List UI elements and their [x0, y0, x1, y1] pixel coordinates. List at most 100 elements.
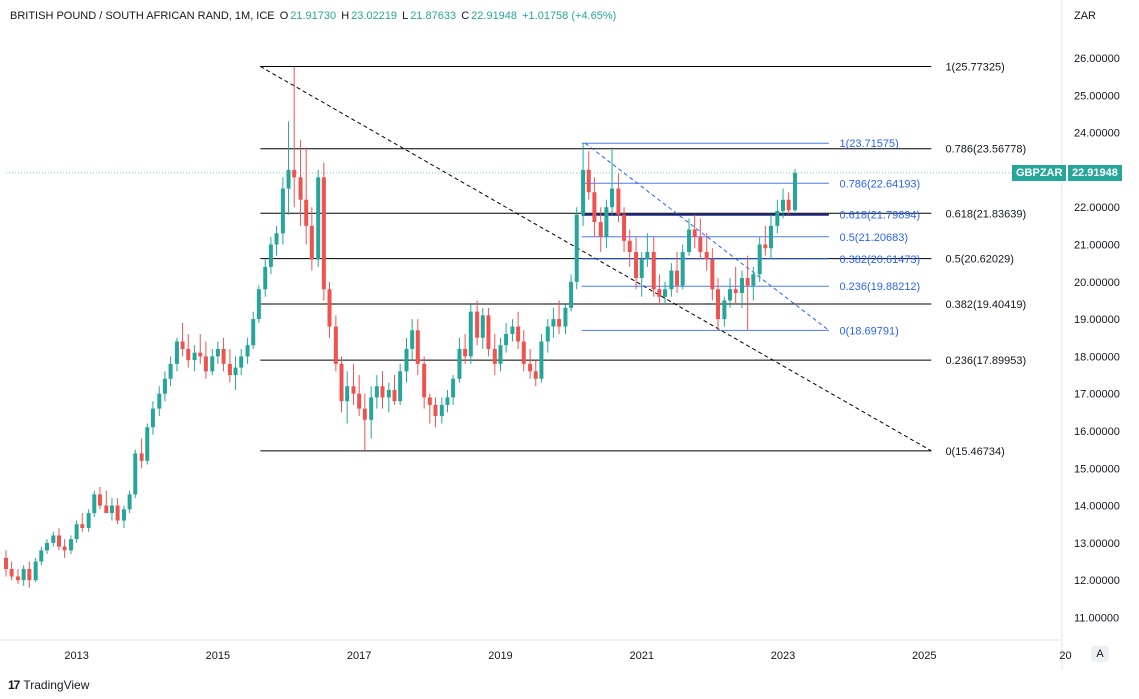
- candle-body: [239, 356, 244, 368]
- candle-body: [274, 233, 279, 245]
- candle-body: [9, 569, 14, 577]
- candle-body: [327, 289, 332, 327]
- candle-body: [475, 311, 480, 338]
- candle-body: [775, 210, 780, 226]
- candle-body: [80, 524, 85, 528]
- candle-body: [616, 188, 621, 215]
- price-tag-symbol: GBPZAR: [1012, 164, 1067, 181]
- candle-body: [427, 397, 432, 405]
- candle-body: [245, 345, 250, 357]
- candle-body: [374, 386, 379, 398]
- candle-body: [357, 393, 362, 409]
- candle-body: [333, 326, 338, 364]
- y-tick-label: 12.00000: [1074, 575, 1120, 587]
- x-tick-label: 2019: [488, 650, 512, 662]
- close-value: 22.91948: [471, 10, 518, 22]
- candle-body: [227, 363, 232, 376]
- candle-body: [51, 535, 56, 543]
- y-tick-label: 18.00000: [1074, 351, 1120, 363]
- candle-body: [210, 356, 215, 372]
- candle-body: [563, 307, 568, 327]
- candle-body: [321, 177, 326, 290]
- fib-outer-label: 0.786(23.56778): [945, 144, 1026, 156]
- candle-body: [492, 348, 497, 364]
- open-value: 21.91730: [290, 10, 337, 22]
- fib-outer-label: 0.236(17.89953): [945, 355, 1026, 367]
- candle-body: [162, 378, 167, 394]
- candle-body: [133, 453, 138, 495]
- y-tick-label: 19.00000: [1074, 314, 1120, 326]
- candle-body: [139, 453, 144, 461]
- candle-body: [433, 404, 438, 417]
- candle-body: [21, 569, 26, 581]
- candle-body: [786, 199, 791, 211]
- candle-body: [669, 270, 674, 290]
- candle-body: [221, 348, 226, 364]
- candle-body: [692, 229, 697, 238]
- candle-body: [539, 341, 544, 379]
- fib-inner-label: 0(18.69791): [839, 325, 898, 337]
- candle-body: [740, 278, 745, 293]
- fib-outer-label: 0.618(21.83639): [945, 208, 1026, 220]
- candle-body: [386, 389, 391, 398]
- candle-body: [757, 244, 762, 275]
- candle-body: [150, 408, 155, 428]
- auto-scale-button[interactable]: A: [1091, 646, 1109, 662]
- candle-body: [174, 341, 179, 364]
- candle-body: [62, 546, 67, 551]
- y-tick-label: 17.00000: [1074, 389, 1120, 401]
- y-tick-label: 11.00000: [1074, 613, 1119, 625]
- candle-body: [622, 214, 627, 241]
- y-tick-label: 25.00000: [1074, 90, 1120, 102]
- candle-body: [39, 550, 44, 562]
- candle-body: [722, 300, 727, 320]
- candle-body: [516, 326, 521, 342]
- candle-body: [309, 225, 314, 260]
- candle-body: [404, 348, 409, 372]
- candle-body: [598, 222, 603, 238]
- x-tick-label: 2015: [206, 650, 230, 662]
- candle-body: [545, 326, 550, 342]
- y-tick-label: 14.00000: [1074, 501, 1120, 513]
- candle-body: [439, 404, 444, 417]
- candle-body: [634, 251, 639, 279]
- candle-body: [792, 172, 797, 211]
- candle-body: [109, 505, 114, 514]
- candle-body: [56, 535, 61, 547]
- candle-body: [610, 188, 615, 208]
- candle-body: [203, 356, 208, 372]
- chart-header: BRITISH POUND / SOUTH AFRICAN RAND, 1M, …: [10, 10, 618, 22]
- candle-body: [651, 251, 656, 290]
- candle-body: [569, 281, 574, 308]
- candle-body: [704, 251, 709, 260]
- candle-body: [268, 244, 273, 267]
- candle-body: [33, 561, 38, 581]
- open-label: O: [279, 10, 289, 22]
- price-tag-value: 22.91948: [1068, 164, 1122, 181]
- close-label: C: [461, 10, 470, 22]
- candle-body: [115, 505, 120, 521]
- candle-body: [663, 289, 668, 297]
- candle-body: [657, 289, 662, 297]
- candle-body: [486, 315, 491, 349]
- candle-body: [44, 542, 49, 551]
- fib-inner-label: 0.236(19.88212): [839, 281, 920, 293]
- fib-inner-label: 0.618(21.79894): [839, 210, 920, 222]
- tradingview-brand: TradingView: [23, 678, 90, 692]
- footer-brand: 17 TradingView: [8, 678, 89, 692]
- candle-body: [298, 177, 303, 200]
- y-tick-label: 24.00000: [1074, 128, 1120, 140]
- y-tick-label: 20.00000: [1074, 277, 1120, 289]
- candle-body: [97, 494, 102, 506]
- fib-inner-label: 1(23.71575): [839, 138, 898, 150]
- y-tick-label: 21.00000: [1074, 240, 1120, 252]
- candle-body: [451, 378, 456, 398]
- candle-body: [551, 319, 556, 327]
- candle-body: [339, 363, 344, 402]
- candle-body: [4, 557, 8, 570]
- candle-body: [92, 494, 97, 514]
- candle-body: [627, 240, 632, 252]
- candle-body: [680, 251, 685, 286]
- candle-body: [422, 363, 427, 398]
